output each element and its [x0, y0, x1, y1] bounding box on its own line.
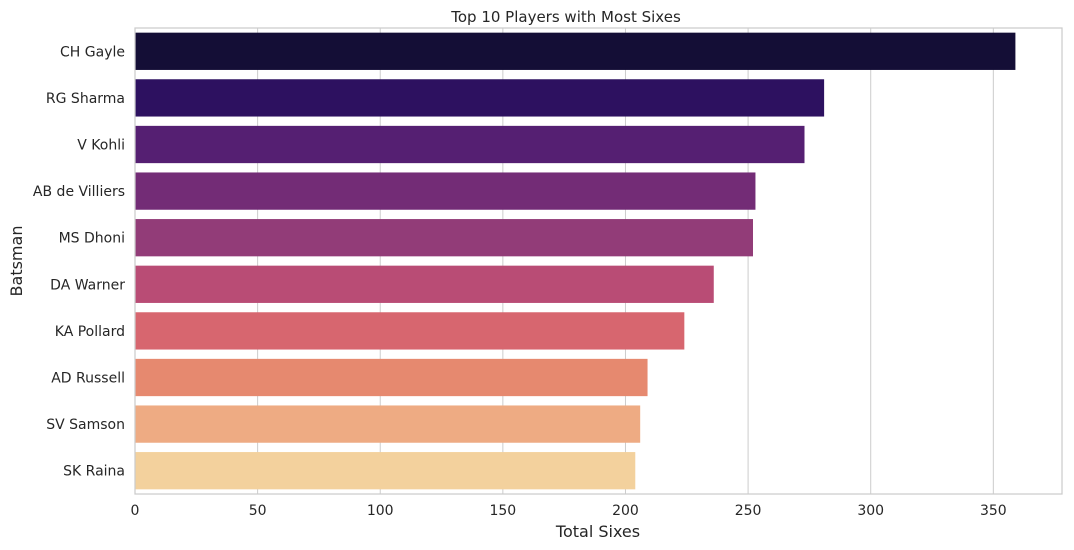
bar: [135, 405, 641, 443]
chart-title: Top 10 Players with Most Sixes: [450, 8, 681, 26]
bar: [135, 312, 685, 350]
y-tick-label: SK Raina: [63, 464, 125, 480]
bars: [135, 32, 1016, 490]
y-tick-label: RG Sharma: [46, 91, 125, 107]
x-tick-label: 150: [489, 503, 516, 519]
y-tick-label: CH Gayle: [60, 44, 125, 60]
x-tick-label: 250: [735, 503, 762, 519]
x-tick-label: 300: [857, 503, 884, 519]
bar: [135, 125, 805, 164]
y-tick-labels: CH Gayle RG Sharma V Kohli AB de Villiers MS…: [33, 44, 125, 479]
x-tick-label: 100: [367, 503, 394, 519]
y-tick-label: SV Samson: [46, 417, 125, 433]
y-tick-label: AD Russell: [51, 371, 125, 387]
bar: [135, 358, 648, 397]
bar: [135, 219, 753, 257]
x-tick-label: 350: [980, 503, 1007, 519]
y-axis-title: Batsman: [7, 226, 26, 297]
y-tick-label: MS Dhoni: [59, 231, 125, 247]
x-tick-labels: 0 50 100 150 200 250 300 350: [131, 503, 1007, 519]
x-tick-label: 0: [131, 503, 140, 519]
y-tick-label: DA Warner: [50, 277, 125, 293]
y-tick-label: AB de Villiers: [33, 184, 125, 200]
bar: [135, 265, 714, 303]
y-tick-label: KA Pollard: [55, 324, 125, 340]
x-axis-title: Total Sixes: [555, 522, 640, 541]
bar: [135, 172, 756, 210]
x-tick-label: 50: [249, 503, 267, 519]
bar: [135, 79, 825, 117]
bar: [135, 452, 636, 490]
y-tick-label: V Kohli: [77, 138, 125, 154]
x-tick-label: 200: [612, 503, 639, 519]
plot-frame: [134, 27, 1063, 495]
bar: [135, 32, 1016, 70]
